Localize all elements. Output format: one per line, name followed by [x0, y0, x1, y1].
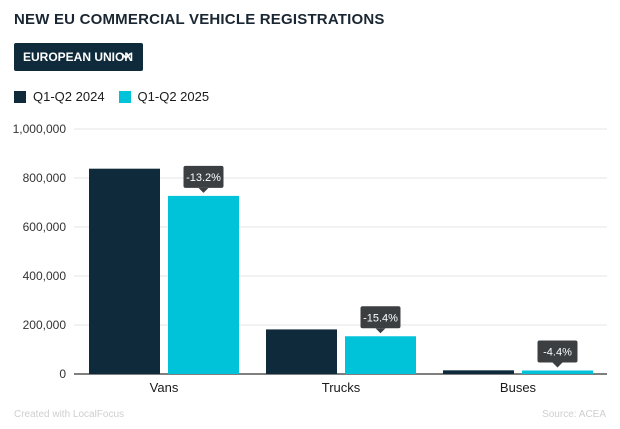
bar-buses-2024 [443, 370, 514, 374]
bar-vans-2024 [89, 168, 160, 374]
y-tick-label: 600,000 [23, 220, 67, 234]
legend-label-2024: Q1-Q2 2024 [33, 89, 105, 104]
legend-item-2024: Q1-Q2 2024 [14, 89, 105, 104]
region-dropdown[interactable]: EUROPEAN UNION [14, 43, 143, 71]
change-badge-pointer [375, 328, 386, 334]
change-badge-pointer [198, 187, 209, 193]
change-badge-label: -15.4% [363, 312, 398, 324]
y-tick-label: 200,000 [23, 318, 67, 332]
legend-item-2025: Q1-Q2 2025 [118, 89, 210, 104]
change-badge-label: -13.2% [186, 172, 221, 184]
change-badge [360, 306, 401, 329]
bar-trucks-2025 [345, 336, 416, 374]
chevron-down-icon [121, 53, 131, 59]
bar-vans-2025 [168, 195, 239, 374]
legend-swatch-2024 [14, 90, 26, 103]
change-badge [537, 340, 578, 363]
change-badge-pointer [552, 362, 563, 368]
footer-credit[interactable]: Created with LocalFocus [14, 409, 125, 420]
legend-swatch-2025 [118, 90, 131, 103]
change-badge [183, 165, 224, 188]
bar-trucks-2024 [266, 329, 337, 374]
legend-label-2025: Q1-Q2 2025 [137, 89, 210, 104]
footer-source: Source: ACEA [542, 409, 606, 420]
bar-buses-2025 [522, 370, 593, 374]
chart-legend: Q1-Q2 2024 Q1-Q2 2025 [14, 89, 223, 104]
y-tick-label: 0 [59, 367, 66, 381]
x-tick-label: Trucks [322, 380, 361, 395]
y-tick-label: 400,000 [23, 269, 67, 283]
y-tick-label: 1,000,000 [13, 122, 67, 136]
change-badge-label: -4.4% [543, 346, 572, 358]
x-tick-label: Vans [150, 380, 179, 395]
x-tick-label: Buses [500, 380, 537, 395]
y-tick-label: 800,000 [23, 171, 67, 185]
chart-title: NEW EU COMMERCIAL VEHICLE REGISTRATIONS [14, 11, 385, 28]
region-dropdown-label: EUROPEAN UNION [23, 50, 134, 64]
